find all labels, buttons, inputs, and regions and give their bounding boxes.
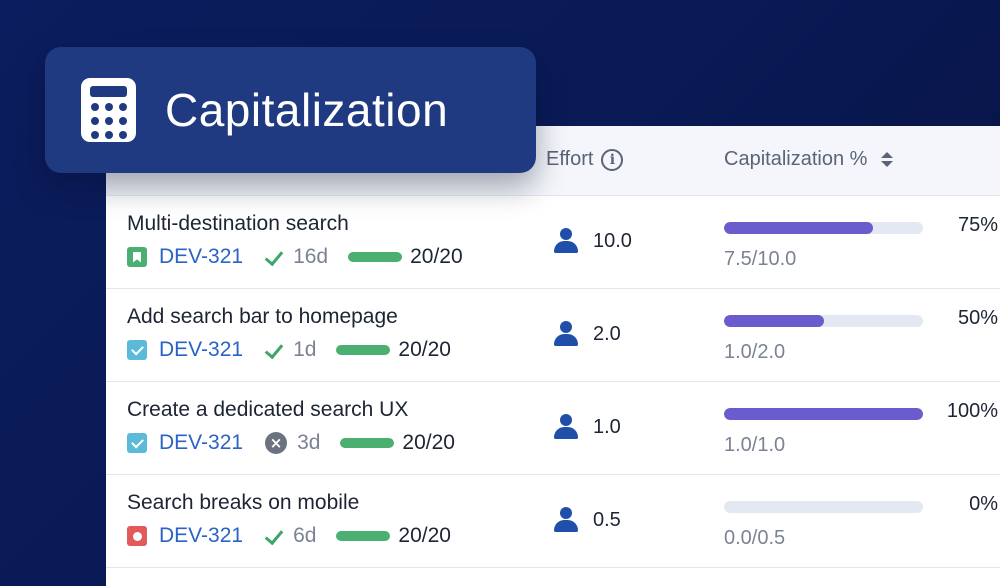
issue-title[interactable]: Multi-destination search — [127, 212, 349, 235]
capitalization-ratio: 1.0/1.0 — [724, 434, 786, 456]
bug-icon — [127, 526, 147, 546]
capitalization-progress-fill — [724, 408, 923, 420]
capitalization-badge: Capitalization — [45, 47, 536, 173]
issue-key-link[interactable]: DEV-321 — [159, 524, 244, 547]
score-bar — [348, 252, 403, 262]
column-header-effort-label: Effort — [546, 148, 594, 170]
duration-days: 6d — [293, 524, 317, 547]
issue-key-link[interactable]: DEV-321 — [159, 338, 244, 361]
table-row[interactable]: Search breaks on mobile DEV-321 6d 20/20… — [106, 475, 1000, 568]
capitalization-ratio: 1.0/2.0 — [724, 341, 786, 363]
calculator-icon — [81, 78, 136, 142]
capitalization-progress-bar — [724, 408, 923, 420]
issue-key-link[interactable]: DEV-321 — [159, 245, 244, 268]
issue-meta: DEV-321 × 3d 20/20 — [127, 430, 455, 456]
effort-value: 0.5 — [593, 508, 621, 531]
score-value: 20/20 — [398, 524, 451, 547]
score-value: 20/20 — [398, 338, 451, 361]
effort-cell: 1.0 — [553, 414, 621, 440]
capitalization-progress-bar — [724, 501, 923, 513]
issue-title[interactable]: Create a dedicated search UX — [127, 398, 409, 421]
table-row[interactable]: Multi-destination search DEV-321 16d 20/… — [106, 196, 1000, 289]
issue-meta: DEV-321 1d 20/20 — [127, 337, 451, 363]
effort-cell: 10.0 — [553, 228, 632, 254]
column-header-effort[interactable]: Effort i — [546, 148, 624, 171]
capitalization-percent: 75% — [957, 214, 998, 236]
person-icon — [553, 321, 579, 347]
issue-meta: DEV-321 16d 20/20 — [127, 244, 463, 270]
effort-value: 2.0 — [593, 322, 621, 345]
capitalization-percent: 50% — [957, 307, 998, 329]
capitalization-percent: 100% — [946, 400, 998, 422]
score-value: 20/20 — [410, 245, 463, 268]
effort-value: 10.0 — [593, 229, 632, 252]
info-icon[interactable]: i — [601, 148, 624, 171]
issue-key-link[interactable]: DEV-321 — [159, 431, 244, 454]
score-bar — [336, 531, 391, 541]
issue-title[interactable]: Add search bar to homepage — [127, 305, 398, 328]
task-icon — [127, 340, 147, 360]
capitalization-progress-fill — [724, 315, 824, 327]
column-header-capitalization[interactable]: Capitalization % — [724, 148, 894, 171]
check-icon — [265, 248, 283, 266]
effort-cell: 0.5 — [553, 507, 621, 533]
capitalization-progress-bar — [724, 222, 923, 234]
duration-days: 3d — [297, 431, 321, 454]
capitalization-ratio: 7.5/10.0 — [724, 248, 797, 270]
person-icon — [553, 507, 579, 533]
column-header-capitalization-label: Capitalization % — [724, 148, 868, 170]
capitalization-ratio: 0.0/0.5 — [724, 527, 786, 549]
person-icon — [553, 414, 579, 440]
issue-meta: DEV-321 6d 20/20 — [127, 523, 451, 549]
person-icon — [553, 228, 579, 254]
effort-value: 1.0 — [593, 415, 621, 438]
score-bar — [340, 438, 395, 448]
score-bar — [336, 345, 391, 355]
story-icon — [127, 247, 147, 267]
check-icon — [265, 527, 283, 545]
capitalization-progress-fill — [724, 222, 874, 234]
badge-title: Capitalization — [165, 84, 449, 136]
duration-days: 16d — [293, 245, 329, 268]
task-icon — [127, 433, 147, 453]
issue-title[interactable]: Search breaks on mobile — [127, 491, 360, 514]
sort-icon[interactable] — [881, 152, 894, 167]
check-icon — [265, 341, 283, 359]
capitalization-percent: 0% — [969, 493, 998, 515]
capitalization-table: Effort i Capitalization % Multi-destinat… — [106, 126, 1000, 586]
table-row[interactable]: Create a dedicated search UX DEV-321 × 3… — [106, 382, 1000, 475]
score-value: 20/20 — [402, 431, 455, 454]
table-row[interactable]: Add search bar to homepage DEV-321 1d 20… — [106, 289, 1000, 382]
duration-days: 1d — [293, 338, 317, 361]
cancel-icon: × — [265, 432, 288, 454]
capitalization-progress-bar — [724, 315, 923, 327]
effort-cell: 2.0 — [553, 321, 621, 347]
